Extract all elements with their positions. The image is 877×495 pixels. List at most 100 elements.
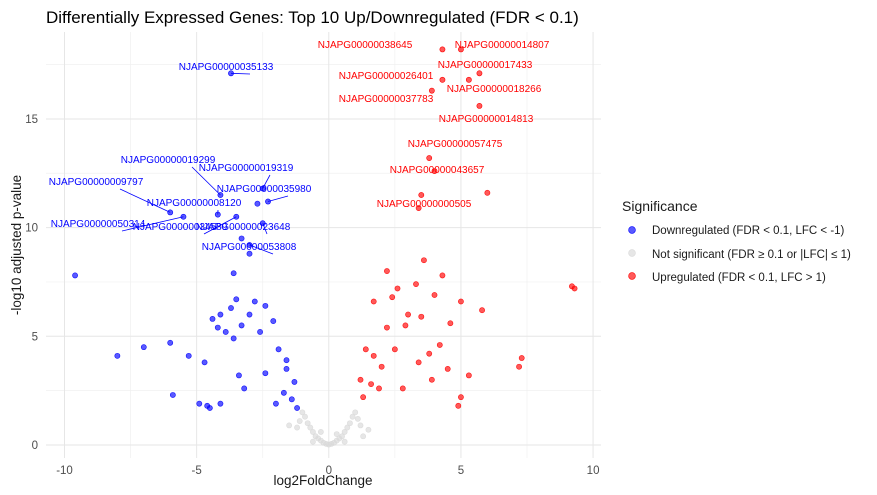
data-point xyxy=(238,235,245,242)
labeled-point xyxy=(428,87,435,94)
data-point xyxy=(479,307,485,314)
gene-label-down: NJAPG00000008120 xyxy=(147,198,242,209)
data-point xyxy=(296,418,303,424)
data-point xyxy=(275,346,282,353)
leader-line xyxy=(203,216,237,235)
data-point xyxy=(391,346,398,353)
labeled-point xyxy=(426,155,433,161)
gene-label-down: NJAPG00000019319 xyxy=(199,163,294,174)
data-point xyxy=(399,385,406,392)
gene-label-down: NJAPG00000035133 xyxy=(179,62,274,73)
data-point xyxy=(283,357,290,364)
data-point xyxy=(360,433,367,440)
data-point xyxy=(431,292,438,298)
data-point xyxy=(196,400,203,407)
data-point xyxy=(378,363,385,370)
data-point xyxy=(360,394,367,401)
data-point xyxy=(518,355,525,361)
minor-gridlines xyxy=(46,32,601,458)
data-point xyxy=(270,318,277,324)
x-axis-title: log2FoldChange xyxy=(273,473,372,488)
data-point xyxy=(294,405,300,411)
leader-line xyxy=(267,195,289,202)
data-point xyxy=(516,363,522,370)
leader-line xyxy=(262,174,271,189)
data-point xyxy=(362,346,369,353)
data-point xyxy=(415,359,422,366)
data-point xyxy=(384,268,390,274)
data-point xyxy=(304,420,311,427)
legend-key-ns xyxy=(628,249,636,257)
data-point xyxy=(310,438,316,445)
gene-label-up: NJAPG00000014813 xyxy=(439,114,534,125)
x-tick-label: 0 xyxy=(326,465,332,477)
data-point xyxy=(347,420,353,427)
data-point xyxy=(217,400,224,407)
x-tick-label: 5 xyxy=(458,465,464,477)
data-point xyxy=(384,324,390,331)
data-point xyxy=(447,320,454,327)
x-axis-ticks: -10 -5 0 5 10 xyxy=(56,465,599,477)
y-tick-label: 0 xyxy=(32,440,38,452)
data-point xyxy=(201,359,208,366)
data-point xyxy=(262,302,269,309)
data-point xyxy=(246,311,253,318)
labeled-point xyxy=(431,168,438,175)
data-point xyxy=(283,365,290,372)
gene-label-down: NJAPG00000023648 xyxy=(196,222,291,233)
leader-line xyxy=(230,72,251,75)
data-point xyxy=(291,379,298,385)
y-tick-label: 5 xyxy=(32,331,38,343)
leader-line xyxy=(121,216,184,232)
legend: Significance Downregulated (FDR < 0.1, L… xyxy=(622,198,851,284)
data-point xyxy=(288,396,295,403)
data-point xyxy=(339,433,345,440)
data-point xyxy=(185,352,192,359)
data-point xyxy=(418,313,425,320)
data-point xyxy=(310,429,316,435)
labeled-point xyxy=(418,192,425,198)
data-point xyxy=(333,431,340,437)
data-point xyxy=(455,402,462,409)
data-point xyxy=(114,352,121,359)
data-point xyxy=(436,342,443,348)
leader-line xyxy=(249,244,274,255)
data-point xyxy=(341,429,348,435)
data-point xyxy=(254,200,261,207)
data-point xyxy=(389,294,396,301)
data-point xyxy=(357,422,364,429)
data-point xyxy=(394,285,401,292)
legend-entry-down: Downregulated (FDR < 0.1, LFC < -1) xyxy=(628,225,845,237)
gene-label-up: NJAPG00000026401 xyxy=(339,71,434,82)
data-point xyxy=(458,394,464,401)
data-point xyxy=(405,311,411,318)
data-point xyxy=(280,389,287,396)
gene-label-down: NJAPG00000034589 xyxy=(133,222,228,233)
data-point xyxy=(286,422,293,429)
gene-labels: NJAPG00000035133NJAPG00000019299NJAPG000… xyxy=(49,40,550,253)
data-point xyxy=(317,429,324,435)
data-point xyxy=(241,385,248,392)
data-point xyxy=(426,350,433,357)
gene-label-up: NJAPG00000017433 xyxy=(438,60,533,71)
legend-entry-ns: Not significant (FDR ≥ 0.1 or |LFC| ≤ 1) xyxy=(628,249,851,261)
data-point xyxy=(439,272,446,279)
legend-key-down xyxy=(628,226,636,234)
data-point xyxy=(402,322,409,329)
data-point xyxy=(465,372,472,379)
data-point xyxy=(167,339,174,346)
y-tick-label: 15 xyxy=(25,114,38,126)
legend-title: Significance xyxy=(622,198,698,214)
chart-title: Differentially Expressed Genes: Top 10 U… xyxy=(46,8,579,27)
data-point xyxy=(302,413,308,420)
data-point xyxy=(413,281,419,288)
labeled-point xyxy=(476,70,483,77)
data-point xyxy=(370,352,377,359)
data-point xyxy=(140,344,147,351)
legend-entry-up: Upregulated (FDR < 0.1, LFC > 1) xyxy=(628,272,826,284)
x-tick-label: -10 xyxy=(56,465,73,477)
data-point xyxy=(206,405,213,411)
legend-key-up xyxy=(628,272,636,280)
data-point xyxy=(169,392,176,398)
